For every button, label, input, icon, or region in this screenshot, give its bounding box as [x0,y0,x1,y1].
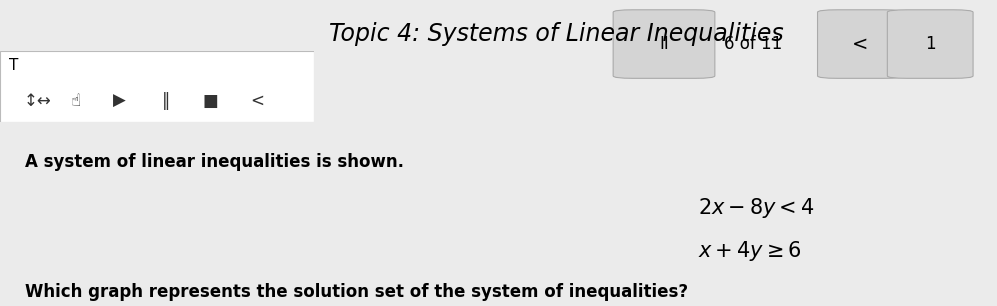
Text: ■: ■ [202,92,218,110]
FancyBboxPatch shape [613,10,715,78]
Text: Which graph represents the solution set of the system of inequalities?: Which graph represents the solution set … [25,283,688,301]
Text: A system of linear inequalities is shown.: A system of linear inequalities is shown… [25,153,404,171]
FancyBboxPatch shape [887,10,973,78]
Text: ▶: ▶ [113,92,126,110]
Text: <: < [250,92,264,110]
FancyBboxPatch shape [818,10,903,78]
Text: ☝: ☝ [71,92,81,110]
Text: T: T [9,58,19,73]
Text: <: < [852,35,868,54]
Text: $2x - 8y < 4$: $2x - 8y < 4$ [698,196,815,220]
Text: ‖: ‖ [163,92,170,110]
Text: 1: 1 [925,35,935,53]
Text: Topic 4: Systems of Linear Inequalities: Topic 4: Systems of Linear Inequalities [329,22,784,46]
Text: ↕↔: ↕↔ [24,92,52,110]
FancyBboxPatch shape [0,51,314,122]
Text: 6 of 11: 6 of 11 [724,35,782,53]
Text: $x + 4y \geq 6$: $x + 4y \geq 6$ [698,239,802,263]
Text: II: II [659,35,669,53]
